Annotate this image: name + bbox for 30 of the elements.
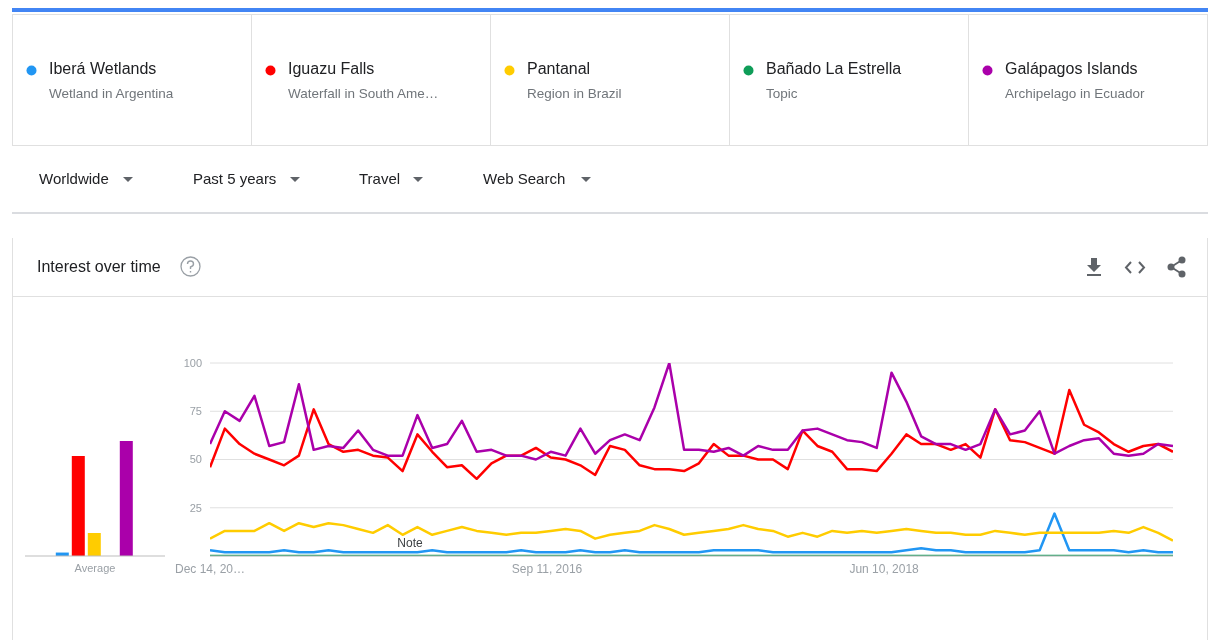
- line-series: [210, 388, 1173, 481]
- x-tick-label: Average: [74, 561, 116, 574]
- text: Web Search: [483, 170, 566, 187]
- text: Worldwide: [39, 170, 109, 187]
- text: Waterfall in South Ame…: [288, 86, 439, 101]
- text: Archipelago in Ecuador: [1005, 86, 1145, 101]
- text: Wetland in Argentina: [49, 86, 174, 101]
- annotation: Note: [397, 536, 423, 550]
- text: Topic: [766, 86, 798, 101]
- x-tick-label: Dec 14, 20…: [174, 561, 246, 576]
- legend-label: Bañado La Estrella: [766, 60, 902, 78]
- x-tick-label: Jun 10, 2018: [849, 561, 920, 576]
- bar: [87, 533, 101, 556]
- y-tick-label: 100: [183, 356, 202, 369]
- text: Region in Brazil: [527, 86, 622, 101]
- text: Travel: [359, 170, 401, 187]
- text: Past 5 years: [193, 170, 277, 187]
- line-series: [210, 363, 1173, 461]
- legend-label: Iberá Wetlands: [49, 60, 157, 78]
- x-tick-label: Sep 11, 2016: [511, 561, 583, 576]
- legend-label: Galápagos Islands: [1005, 60, 1138, 78]
- bar: [119, 441, 133, 556]
- y-tick-label: 50: [189, 453, 202, 466]
- chart-title: Interest over time: [37, 258, 161, 276]
- y-tick-label: 25: [189, 501, 202, 514]
- legend-label: Iguazu Falls: [288, 60, 375, 78]
- y-tick-label: 75: [189, 405, 202, 418]
- line-series: [210, 512, 1173, 554]
- bar: [71, 455, 85, 556]
- legend-label: Pantanal: [527, 60, 591, 78]
